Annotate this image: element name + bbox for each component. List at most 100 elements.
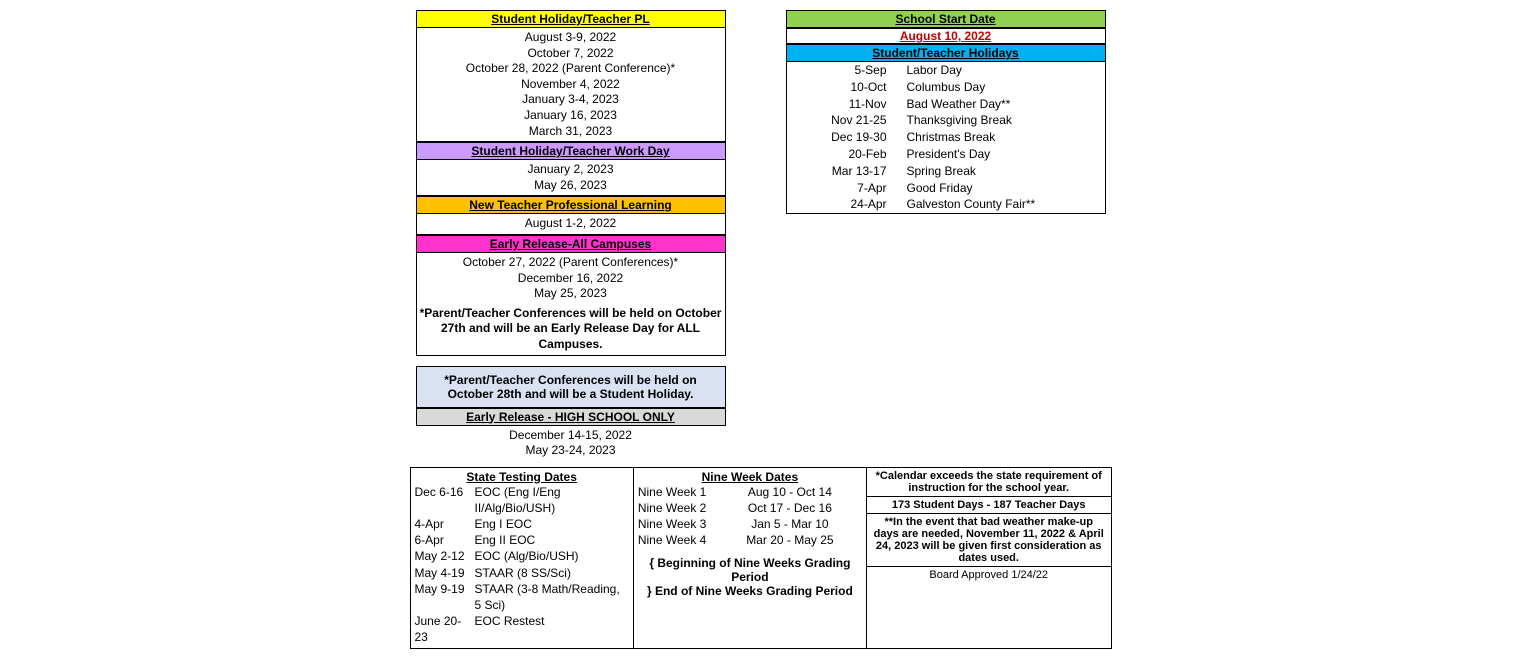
early-all-note: *Parent/Teacher Conferences will be held… bbox=[416, 304, 726, 356]
holiday-name: Good Friday bbox=[907, 180, 1095, 197]
testing-name: EOC (Alg/Bio/USH) bbox=[475, 548, 629, 564]
nineweek-column: Nine Week Dates Nine Week 1Aug 10 - Oct … bbox=[634, 468, 867, 648]
nineweek-row: Nine Week 1Aug 10 - Oct 14 bbox=[638, 484, 862, 500]
testing-row: June 20-23EOC Restest bbox=[415, 613, 629, 645]
holiday-row: 7-AprGood Friday bbox=[787, 180, 1105, 197]
nineweek-header: Nine Week Dates bbox=[638, 470, 862, 484]
holidays-header: Student/Teacher Holidays bbox=[786, 44, 1106, 62]
start-date-header: School Start Date bbox=[786, 10, 1106, 28]
testing-name: Eng I EOC bbox=[475, 516, 629, 532]
date-item: May 25, 2023 bbox=[417, 286, 725, 302]
teacher-pl-list: August 3-9, 2022October 7, 2022October 2… bbox=[416, 28, 726, 142]
testing-name: EOC (Eng I/Eng II/Alg/Bio/USH) bbox=[475, 484, 629, 516]
nineweek-row: Nine Week 3Jan 5 - Mar 10 bbox=[638, 516, 862, 532]
holiday-name: President's Day bbox=[907, 146, 1095, 163]
holiday-row: 5-SepLabor Day bbox=[787, 62, 1105, 79]
work-day-header: Student Holiday/Teacher Work Day bbox=[416, 142, 726, 160]
holiday-row: Nov 21-25Thanksgiving Break bbox=[787, 112, 1105, 129]
testing-header: State Testing Dates bbox=[415, 470, 629, 484]
date-item: January 3-4, 2023 bbox=[417, 92, 725, 108]
nineweek-row: Nine Week 4Mar 20 - May 25 bbox=[638, 532, 862, 548]
holiday-date: 5-Sep bbox=[797, 62, 907, 79]
testing-row: 6-AprEng II EOC bbox=[415, 532, 629, 548]
date-item: January 16, 2023 bbox=[417, 108, 725, 124]
testing-date: May 2-12 bbox=[415, 548, 475, 564]
testing-row: May 2-12EOC (Alg/Bio/USH) bbox=[415, 548, 629, 564]
holiday-name: Spring Break bbox=[907, 163, 1095, 180]
work-day-list: January 2, 2023May 26, 2023 bbox=[416, 160, 726, 196]
new-teacher-header: New Teacher Professional Learning bbox=[416, 196, 726, 214]
date-item: October 28, 2022 (Parent Conference)* bbox=[417, 61, 725, 77]
holiday-date: Dec 19-30 bbox=[797, 129, 907, 146]
nineweek-range: Mar 20 - May 25 bbox=[718, 532, 862, 548]
note-bad-weather: **In the event that bad weather make-up … bbox=[867, 514, 1111, 567]
date-item: May 23-24, 2023 bbox=[416, 443, 726, 459]
testing-date: May 9-19 bbox=[415, 581, 475, 613]
testing-name: Eng II EOC bbox=[475, 532, 629, 548]
nineweek-label: Nine Week 2 bbox=[638, 500, 718, 516]
date-item: December 16, 2022 bbox=[417, 271, 725, 287]
testing-row: May 4-19STAAR (8 SS/Sci) bbox=[415, 565, 629, 581]
holiday-date: 11-Nov bbox=[797, 96, 907, 113]
conference-note-box: *Parent/Teacher Conferences will be held… bbox=[416, 366, 726, 408]
date-item: November 4, 2022 bbox=[417, 77, 725, 93]
testing-name: STAAR (8 SS/Sci) bbox=[475, 565, 629, 581]
testing-date: Dec 6-16 bbox=[415, 484, 475, 516]
nineweek-label: Nine Week 1 bbox=[638, 484, 718, 500]
holiday-name: Bad Weather Day** bbox=[907, 96, 1095, 113]
holiday-row: 20-FebPresident's Day bbox=[787, 146, 1105, 163]
teacher-pl-header: Student Holiday/Teacher PL bbox=[416, 10, 726, 28]
testing-row: May 9-19STAAR (3-8 Math/Reading, 5 Sci) bbox=[415, 581, 629, 613]
nineweek-label: Nine Week 4 bbox=[638, 532, 718, 548]
early-hs-list: December 14-15, 2022May 23-24, 2023 bbox=[416, 426, 726, 461]
testing-row: Dec 6-16EOC (Eng I/Eng II/Alg/Bio/USH) bbox=[415, 484, 629, 516]
holiday-date: Mar 13-17 bbox=[797, 163, 907, 180]
nineweek-range: Aug 10 - Oct 14 bbox=[718, 484, 862, 500]
date-item: March 31, 2023 bbox=[417, 124, 725, 140]
holiday-row: Dec 19-30Christmas Break bbox=[787, 129, 1105, 146]
note-days-count: 173 Student Days - 187 Teacher Days bbox=[867, 497, 1111, 514]
holiday-date: 24-Apr bbox=[797, 196, 907, 213]
legend-begin: { Beginning of Nine Weeks Grading Period bbox=[638, 556, 862, 584]
early-all-list: October 27, 2022 (Parent Conferences)*De… bbox=[416, 253, 726, 304]
testing-name: STAAR (3-8 Math/Reading, 5 Sci) bbox=[475, 581, 629, 613]
date-item: August 1-2, 2022 bbox=[417, 216, 725, 232]
date-item: October 27, 2022 (Parent Conferences)* bbox=[417, 255, 725, 271]
early-all-header: Early Release-All Campuses bbox=[416, 235, 726, 253]
date-item: May 26, 2023 bbox=[417, 178, 725, 194]
date-item: December 14-15, 2022 bbox=[416, 428, 726, 444]
date-item: October 7, 2022 bbox=[417, 46, 725, 62]
date-item: January 2, 2023 bbox=[417, 162, 725, 178]
note-calendar-exceeds: *Calendar exceeds the state requirement … bbox=[867, 468, 1111, 497]
holiday-name: Columbus Day bbox=[907, 79, 1095, 96]
holiday-row: 24-AprGalveston County Fair** bbox=[787, 196, 1105, 213]
new-teacher-list: August 1-2, 2022 bbox=[416, 214, 726, 235]
holiday-date: 20-Feb bbox=[797, 146, 907, 163]
left-column: Student Holiday/Teacher PL August 3-9, 2… bbox=[416, 10, 726, 461]
holiday-name: Galveston County Fair** bbox=[907, 196, 1095, 213]
start-date-value: August 10, 2022 bbox=[786, 28, 1106, 44]
right-column: School Start Date August 10, 2022 Studen… bbox=[786, 10, 1106, 214]
testing-date: May 4-19 bbox=[415, 565, 475, 581]
testing-date: June 20-23 bbox=[415, 613, 475, 645]
holiday-name: Labor Day bbox=[907, 62, 1095, 79]
bottom-table: State Testing Dates Dec 6-16EOC (Eng I/E… bbox=[410, 467, 1112, 649]
holiday-name: Thanksgiving Break bbox=[907, 112, 1095, 129]
note-board-approved: Board Approved 1/24/22 bbox=[867, 567, 1111, 583]
nineweek-row: Nine Week 2Oct 17 - Dec 16 bbox=[638, 500, 862, 516]
holiday-row: 11-NovBad Weather Day** bbox=[787, 96, 1105, 113]
holiday-date: Nov 21-25 bbox=[797, 112, 907, 129]
early-hs-header: Early Release - HIGH SCHOOL ONLY bbox=[416, 408, 726, 426]
nineweek-range: Oct 17 - Dec 16 bbox=[718, 500, 862, 516]
legend-end: } End of Nine Weeks Grading Period bbox=[638, 584, 862, 598]
holiday-date: 7-Apr bbox=[797, 180, 907, 197]
nineweek-label: Nine Week 3 bbox=[638, 516, 718, 532]
date-item: August 3-9, 2022 bbox=[417, 30, 725, 46]
holiday-name: Christmas Break bbox=[907, 129, 1095, 146]
testing-date: 6-Apr bbox=[415, 532, 475, 548]
holiday-row: Mar 13-17Spring Break bbox=[787, 163, 1105, 180]
testing-date: 4-Apr bbox=[415, 516, 475, 532]
testing-column: State Testing Dates Dec 6-16EOC (Eng I/E… bbox=[411, 468, 634, 648]
holiday-date: 10-Oct bbox=[797, 79, 907, 96]
holidays-table: 5-SepLabor Day10-OctColumbus Day11-NovBa… bbox=[786, 62, 1106, 214]
